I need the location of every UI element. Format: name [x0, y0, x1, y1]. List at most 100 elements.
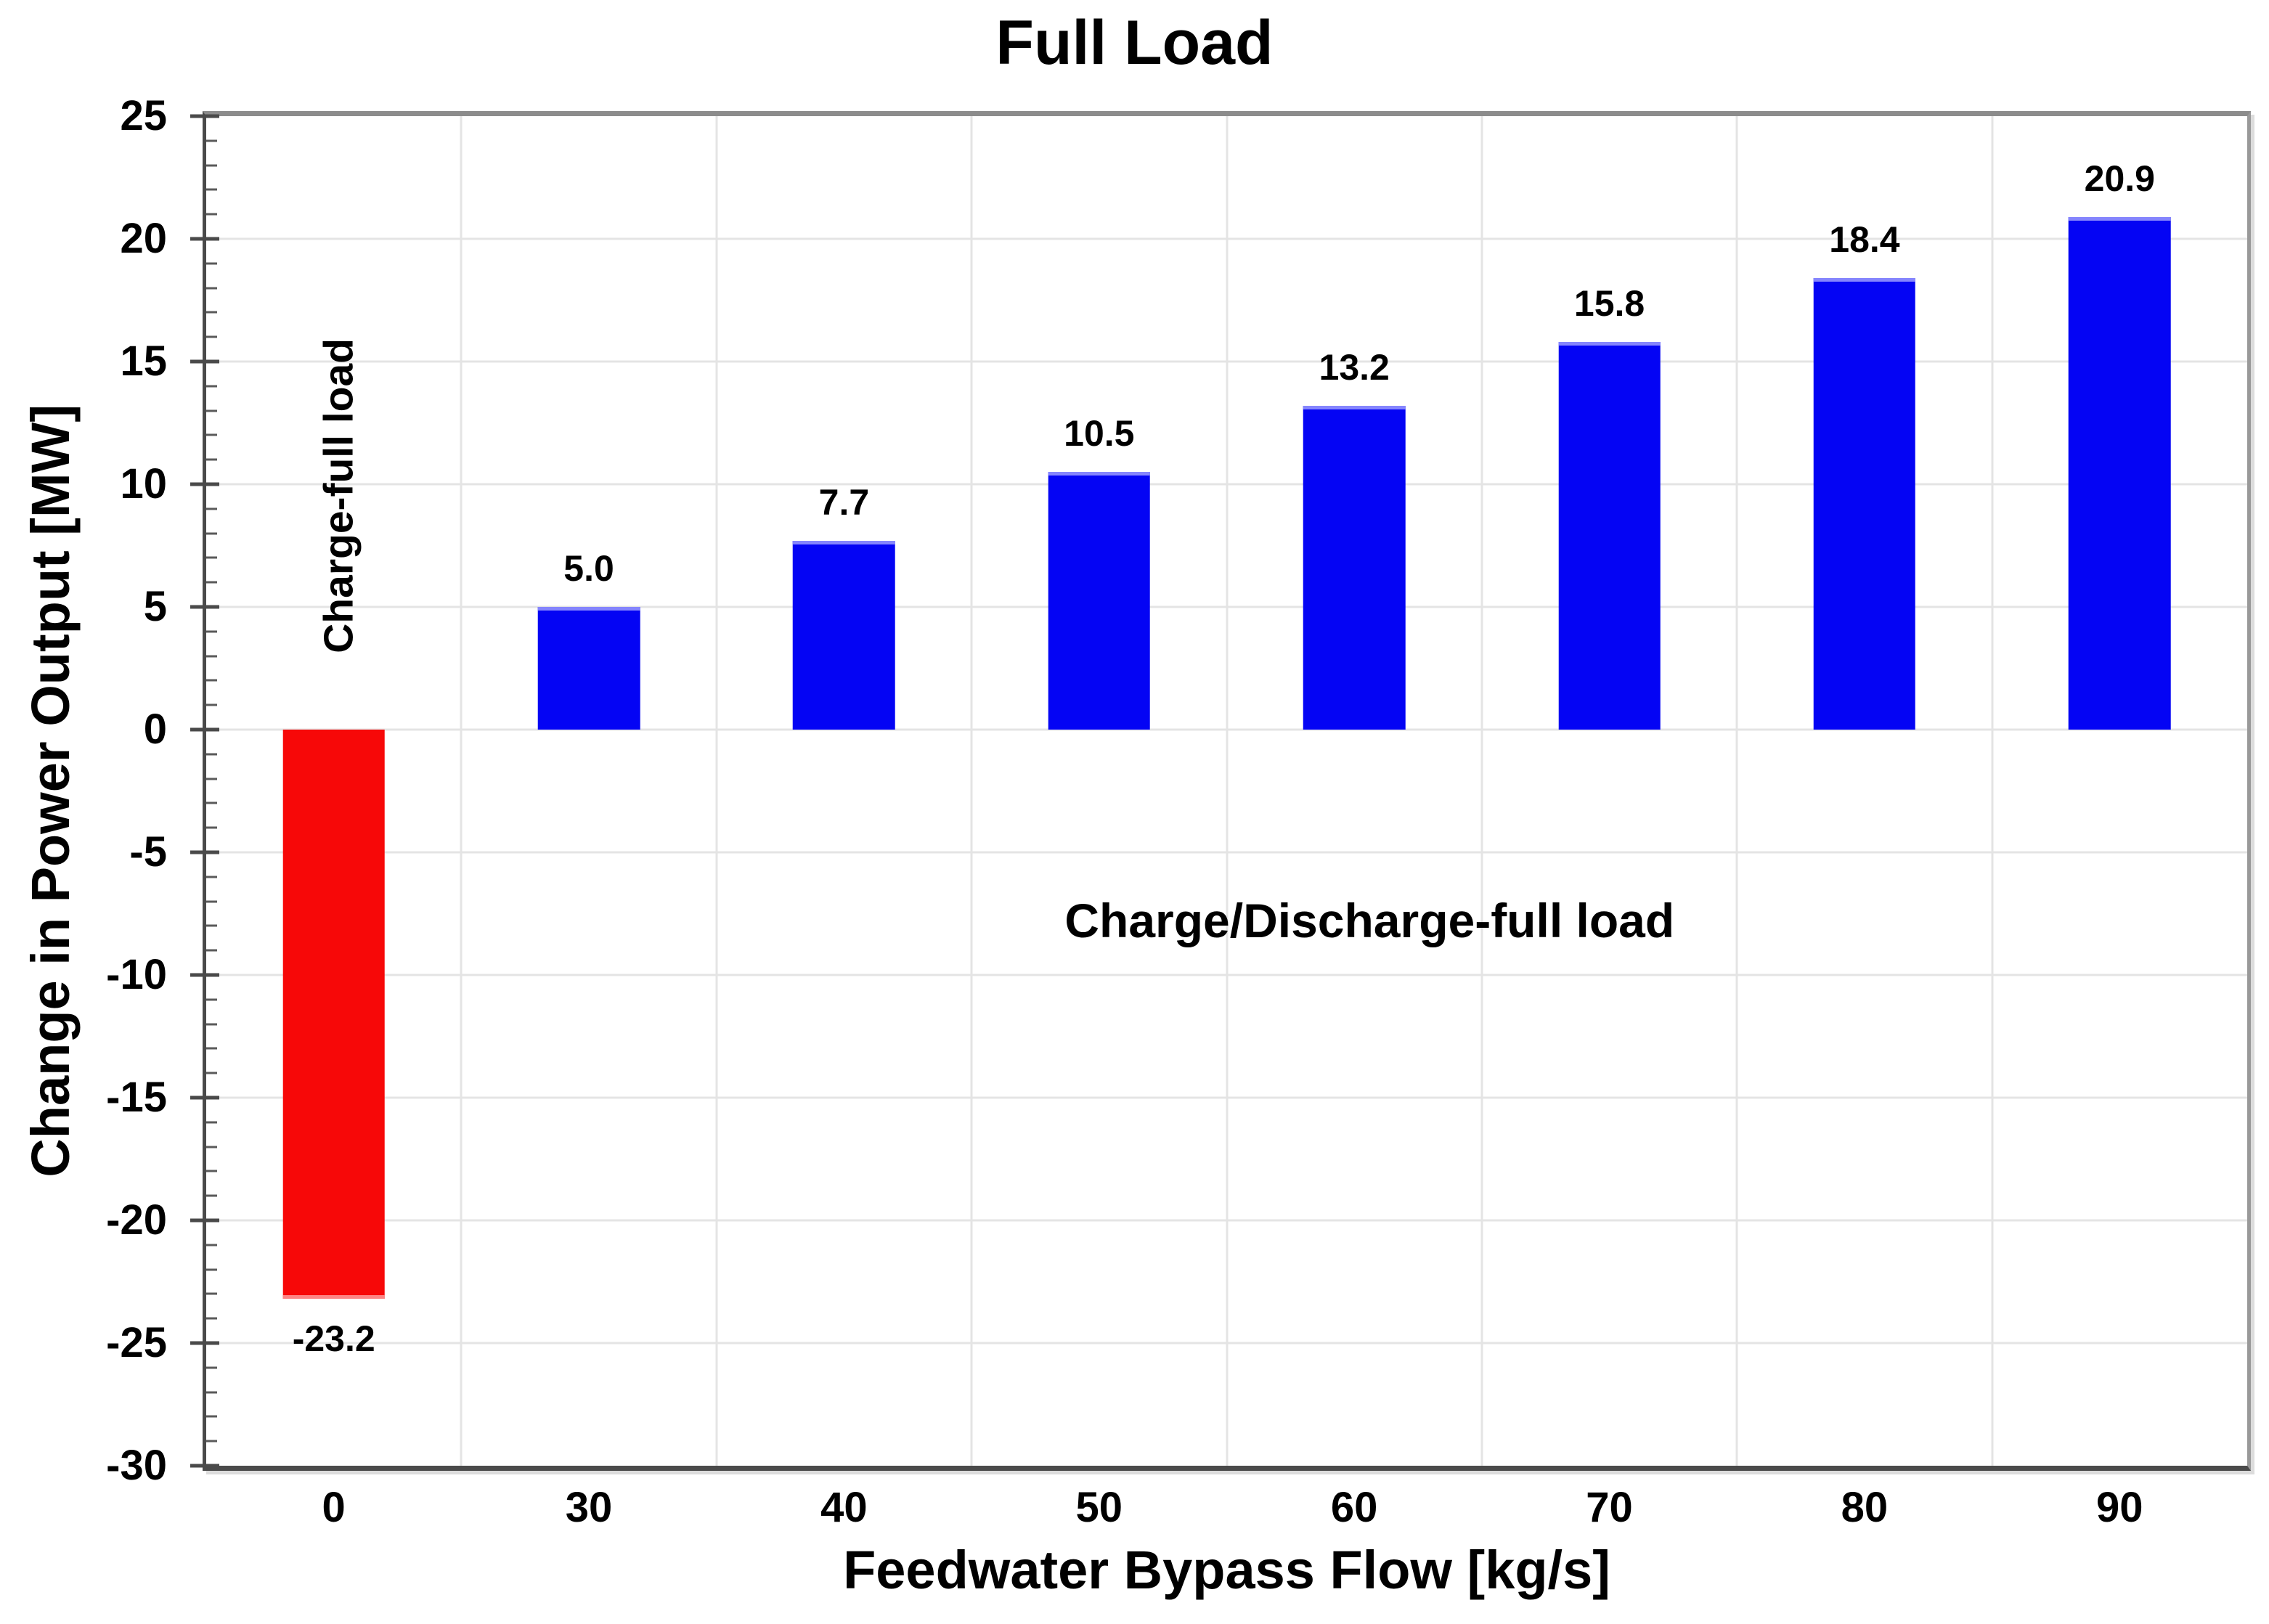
y-minor-tick: [206, 679, 217, 682]
bar-value-label: 7.7: [818, 481, 870, 523]
y-tick-label: -20: [106, 1196, 167, 1244]
y-tick-label: 25: [120, 92, 167, 139]
y-tick-label: -5: [129, 828, 167, 876]
y-minor-tick: [206, 1072, 217, 1074]
bar-value-label: 10.5: [1064, 413, 1135, 454]
x-tick-label: 80: [1841, 1484, 1889, 1531]
y-minor-tick: [206, 556, 217, 559]
y-minor-tick: [206, 581, 217, 584]
y-minor-tick: [206, 655, 217, 658]
y-tick-label: -30: [106, 1442, 167, 1489]
y-minor-tick: [206, 1268, 217, 1271]
y-minor-tick: [206, 876, 217, 878]
bar: [1558, 341, 1661, 730]
y-minor-tick: [206, 801, 217, 804]
y-major-tick: [190, 1218, 219, 1223]
x-tick-label: 30: [565, 1484, 613, 1531]
y-minor-tick: [206, 335, 217, 338]
y-tick-label: -15: [106, 1074, 167, 1121]
y-major-tick: [190, 605, 219, 609]
annotation-charge-discharge-full-load: Charge/Discharge-full load: [1064, 893, 1675, 947]
bar-value-label: 18.4: [1829, 219, 1900, 261]
y-minor-tick: [206, 1170, 217, 1172]
gridline-v: [715, 116, 718, 1466]
y-major-tick: [190, 850, 219, 854]
x-axis-title: Feedwater Bypass Flow [kg/s]: [843, 1540, 1610, 1600]
y-minor-tick: [206, 262, 217, 265]
y-minor-tick: [206, 458, 217, 461]
bar-value-label: 5.0: [563, 548, 614, 589]
y-minor-tick: [206, 213, 217, 216]
y-minor-tick: [206, 778, 217, 780]
y-minor-tick: [206, 1121, 217, 1124]
y-tick-label: 10: [120, 460, 167, 507]
y-minor-tick: [206, 1047, 217, 1050]
y-major-tick: [190, 727, 219, 732]
y-minor-tick: [206, 1292, 217, 1295]
y-minor-tick: [206, 311, 217, 314]
gridline-v: [460, 116, 463, 1466]
gridline-v: [1735, 116, 1738, 1466]
y-tick-label: 5: [143, 583, 167, 630]
y-minor-tick: [206, 1194, 217, 1197]
bar: [282, 730, 385, 1299]
gridline-v: [970, 116, 973, 1466]
gridline-v: [1991, 116, 1994, 1466]
y-minor-tick: [206, 1440, 217, 1443]
y-major-tick: [190, 482, 219, 486]
x-tick-label: 90: [2096, 1484, 2143, 1531]
y-minor-tick: [206, 1391, 217, 1394]
y-minor-tick: [206, 139, 217, 142]
y-minor-tick: [206, 949, 217, 952]
y-tick-label: 0: [143, 706, 167, 753]
y-major-tick: [190, 359, 219, 364]
x-tick-label: 70: [1586, 1484, 1633, 1531]
y-minor-tick: [206, 630, 217, 633]
y-minor-tick: [206, 188, 217, 191]
y-minor-tick: [206, 1366, 217, 1369]
bar: [537, 607, 640, 730]
y-major-tick: [190, 237, 219, 241]
y-minor-tick: [206, 433, 217, 436]
y-minor-tick: [206, 1317, 217, 1320]
y-minor-tick: [206, 1415, 217, 1418]
y-minor-tick: [206, 164, 217, 167]
y-major-tick: [190, 1464, 219, 1468]
x-tick-label: 60: [1330, 1484, 1378, 1531]
y-minor-tick: [206, 507, 217, 510]
y-tick-label: 20: [120, 215, 167, 262]
y-minor-tick: [206, 287, 217, 290]
bar-value-label: 15.8: [1573, 282, 1645, 324]
y-tick-label: -10: [106, 951, 167, 998]
y-major-tick: [190, 1341, 219, 1345]
bar-value-label: 13.2: [1319, 346, 1390, 388]
bar: [1813, 278, 1916, 730]
y-major-tick: [190, 1095, 219, 1100]
bar: [793, 540, 895, 730]
x-axis-area: 0 30 40 50 60 70 80 90 Feedwater Bypass Flow [k…: [206, 1471, 2247, 1624]
y-minor-tick: [206, 1023, 217, 1026]
y-minor-tick: [206, 532, 217, 535]
gridline-v: [1480, 116, 1483, 1466]
y-minor-tick: [206, 385, 217, 388]
bar: [1303, 405, 1406, 730]
y-minor-tick: [206, 409, 217, 412]
bar-value-label: -23.2: [292, 1318, 375, 1360]
y-minor-tick: [206, 1146, 217, 1148]
y-minor-tick: [206, 998, 217, 1001]
y-tick-label: 15: [120, 338, 167, 385]
y-minor-tick: [206, 1244, 217, 1246]
bar-value-label: 20.9: [2084, 158, 2155, 199]
chart-title: Full Load: [995, 8, 1274, 78]
y-major-tick: [190, 114, 219, 118]
y-minor-tick: [206, 703, 217, 706]
x-tick-label: 0: [322, 1484, 346, 1531]
y-tick-label: -25: [106, 1319, 167, 1366]
bar: [1048, 472, 1151, 730]
y-minor-tick: [206, 900, 217, 903]
y-major-tick: [190, 973, 219, 977]
x-tick-label: 40: [820, 1484, 868, 1531]
y-minor-tick: [206, 924, 217, 927]
annotation-charge-full-load: Charge-full load: [315, 338, 362, 653]
